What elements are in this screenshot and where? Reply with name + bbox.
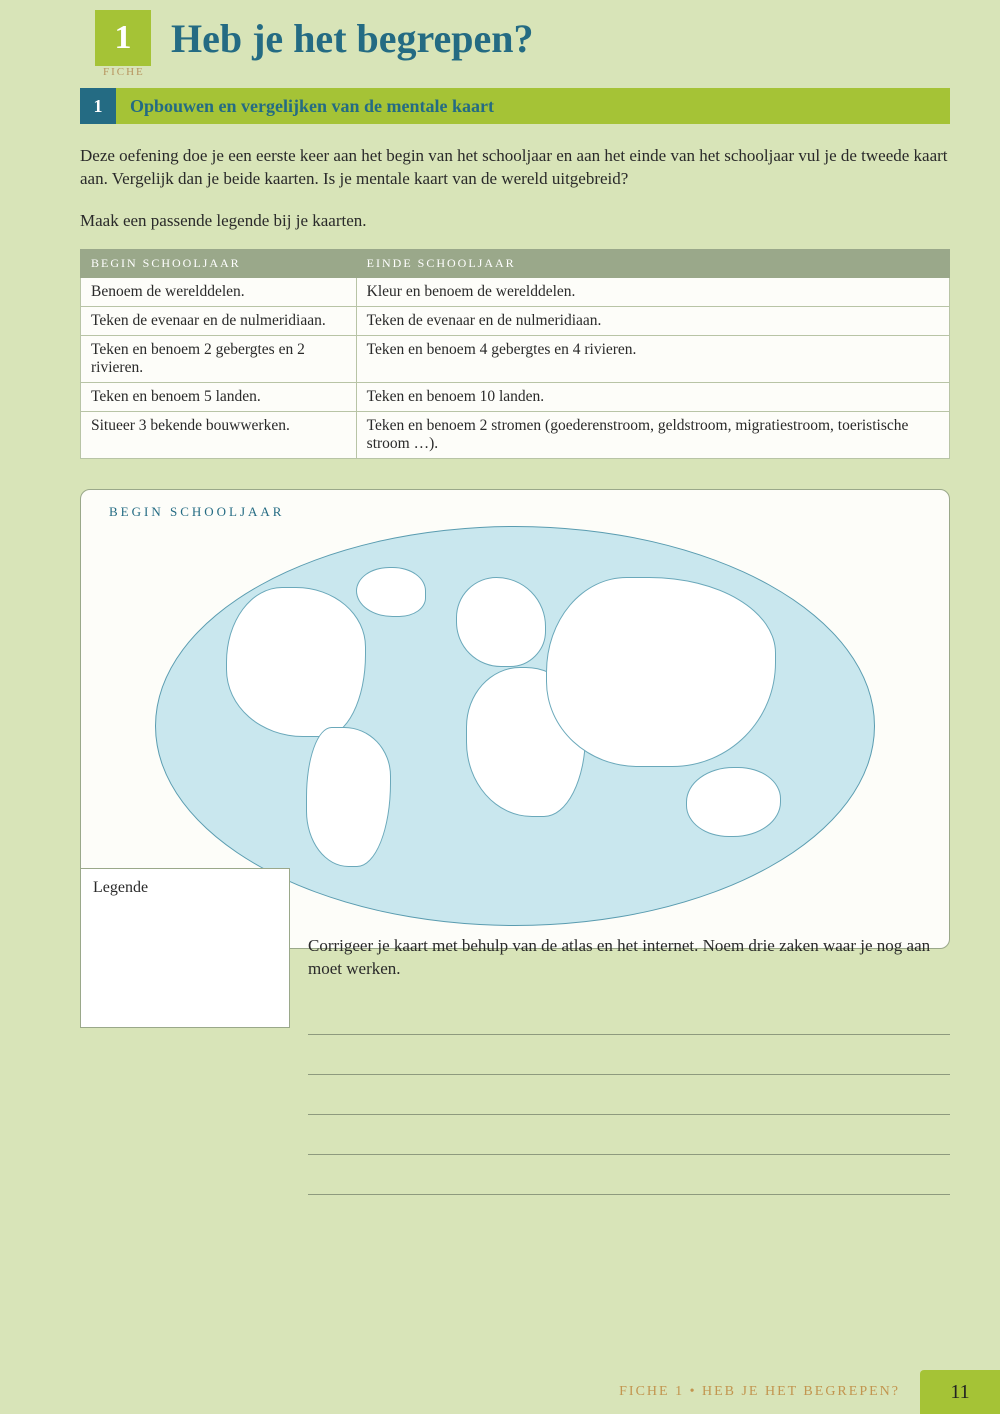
continent-shape (306, 727, 391, 867)
writing-line (308, 1045, 950, 1075)
correction-block: Corrigeer je kaart met behulp van de atl… (308, 935, 950, 1205)
page-number: 11 (920, 1370, 1000, 1414)
page-title: Heb je het begrepen? (171, 15, 534, 62)
intro-paragraph-2: Maak een passende legende bij je kaarten… (80, 211, 950, 231)
footer: FICHE 1 • HEB JE HET BEGREPEN? 11 (619, 1370, 1000, 1414)
continent-shape (226, 587, 366, 737)
table-cell: Teken de evenaar en de nulmeridiaan. (356, 306, 949, 335)
table-cell: Situeer 3 bekende bouwwerken. (81, 411, 357, 458)
writing-line (308, 1005, 950, 1035)
fiche-label: FICHE (103, 66, 145, 78)
writing-line (308, 1165, 950, 1195)
table-row: Teken en benoem 5 landen.Teken en benoem… (81, 382, 950, 411)
footer-text: FICHE 1 • HEB JE HET BEGREPEN? (619, 1384, 900, 1400)
chapter-number: 1 (95, 10, 151, 66)
table-cell: Teken en benoem 2 stromen (goederenstroo… (356, 411, 949, 458)
table-row: Situeer 3 bekende bouwwerken.Teken en be… (81, 411, 950, 458)
table-row: Teken en benoem 2 gebergtes en 2 riviere… (81, 335, 950, 382)
exercise-number: 1 (80, 88, 116, 124)
legend-box: Legende (80, 868, 290, 1028)
continent-shape (356, 567, 426, 617)
table-cell: Teken de evenaar en de nulmeridiaan. (81, 306, 357, 335)
continent-shape (456, 577, 546, 667)
continent-shape (686, 767, 781, 837)
intro-paragraph: Deze oefening doe je een eerste keer aan… (80, 145, 950, 191)
legend-title: Legende (93, 879, 148, 896)
continent-shape (546, 577, 776, 767)
writing-line (308, 1085, 950, 1115)
content-area: Deze oefening doe je een eerste keer aan… (80, 145, 950, 949)
table-cell: Teken en benoem 2 gebergtes en 2 riviere… (81, 335, 357, 382)
exercise-title: Opbouwen en vergelijken van de mentale k… (130, 96, 494, 117)
writing-line (308, 1125, 950, 1155)
table-cell: Kleur en benoem de werelddelen. (356, 277, 949, 306)
header: 1 Heb je het begrepen? (95, 10, 534, 66)
table-cell: Teken en benoem 5 landen. (81, 382, 357, 411)
table-cell: Benoem de werelddelen. (81, 277, 357, 306)
table-row: Teken de evenaar en de nulmeridiaan.Teke… (81, 306, 950, 335)
table-cell: Teken en benoem 10 landen. (356, 382, 949, 411)
world-map (155, 526, 875, 926)
table-row: Benoem de werelddelen.Kleur en benoem de… (81, 277, 950, 306)
table-cell: Teken en benoem 4 gebergtes en 4 riviere… (356, 335, 949, 382)
subheader-bar: 1 Opbouwen en vergelijken van de mentale… (80, 88, 950, 124)
tasks-table: BEGIN SCHOOLJAAR EINDE SCHOOLJAAR Benoem… (80, 249, 950, 459)
table-header-end: EINDE SCHOOLJAAR (356, 249, 949, 277)
map-card: BEGIN SCHOOLJAAR Legende (80, 489, 950, 949)
table-header-begin: BEGIN SCHOOLJAAR (81, 249, 357, 277)
correction-text: Corrigeer je kaart met behulp van de atl… (308, 935, 950, 981)
map-label: BEGIN SCHOOLJAAR (109, 504, 935, 520)
